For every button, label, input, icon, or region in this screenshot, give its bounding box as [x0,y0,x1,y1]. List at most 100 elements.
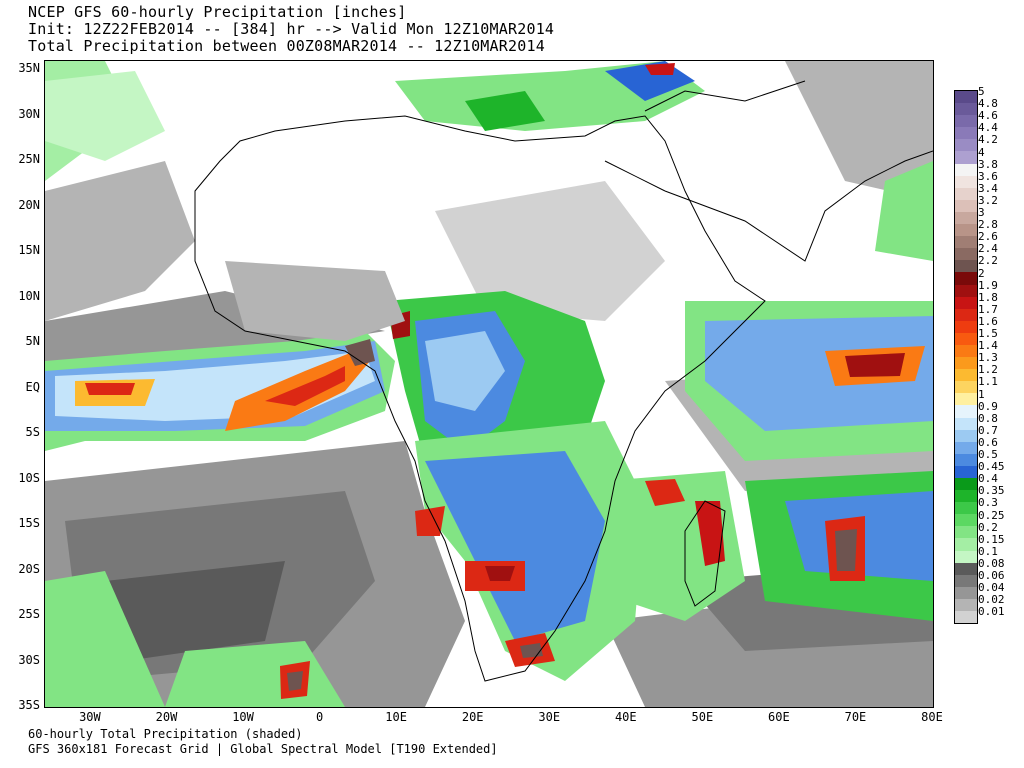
lat-tick-label: 35N [18,61,40,76]
lat-tick-label: 20N [18,197,40,212]
legend-level-label: 3 [978,206,985,219]
legend-level-label: 0.45 [978,460,1005,474]
lon-tick-label: 20W [155,710,178,724]
legend-swatch [955,320,977,333]
legend-swatch [955,260,977,273]
legend-level-label: 0.06 [978,569,1005,582]
lat-tick-label: 35S [18,698,40,712]
legend-swatch [955,357,977,370]
precipitation-map-canvas [45,61,933,707]
legend-swatch [955,538,977,551]
lat-tick-label: 25S [18,607,40,621]
lat-tick-label: 10N [18,288,40,303]
legend-level-label: 1.8 [978,290,998,304]
legend-level-label: 3.2 [978,193,998,207]
legend-swatch [955,381,977,394]
legend-swatch [955,236,977,249]
legend-swatch [955,550,977,563]
legend-swatch [955,598,977,612]
lon-tick-label: 70E [844,710,867,724]
legend-swatch [955,91,977,104]
legend-level-label: 2.8 [978,218,998,232]
legend-level-label: 0.3 [978,496,998,510]
coastlines [194,80,933,682]
lon-tick-label: 10E [385,710,407,724]
legend-level-label: 3.8 [978,157,998,171]
legend-level-label: 0.7 [978,423,998,437]
lon-tick-label: 40E [614,710,637,724]
legend-level-label: 0.04 [978,581,1005,595]
legend-level-label: 1 [978,387,985,401]
legend-swatch [955,127,977,140]
map-title: NCEP GFS 60-hourly Precipitation [inches… [28,3,407,21]
lon-tick-label: 30W [79,710,101,724]
legend-swatch [955,586,977,599]
legend-swatch [955,272,977,285]
legend-level-label: 0.02 [978,593,1005,607]
lon-tick-label: 30E [538,710,561,724]
legend-swatch [955,224,977,237]
accumulation-period-line: Total Precipitation between 00Z08MAR2014… [28,37,545,55]
legend-swatch [955,139,977,152]
legend-level-label: 4.8 [978,97,998,111]
legend-level-label: 0.15 [978,532,1005,546]
legend-level-label: 1.2 [978,363,998,377]
model-grid-description: GFS 360x181 Forecast Grid | Global Spect… [28,742,498,756]
legend-level-label: 1.7 [978,302,998,316]
shaded-field-description: 60-hourly Total Precipitation (shaded) [28,727,303,741]
precipitation-map [44,60,934,708]
legend-swatch [955,187,977,200]
legend-swatch [955,574,977,587]
legend-level-label: 0.25 [978,508,1005,522]
legend-swatch [955,248,977,261]
legend-level-label: 4 [978,145,985,159]
legend-swatch [955,175,977,188]
lat-tick-label: 5S [25,425,40,440]
legend-swatch [955,344,977,358]
legend-swatch [955,441,977,454]
precipitation-shading [45,61,933,707]
legend-level-label: 0.35 [978,484,1005,498]
legend-swatch [955,211,977,225]
legend-swatch [955,151,977,164]
legend-swatch [955,490,977,503]
legend-swatch [955,526,977,539]
legend-swatch [955,296,977,309]
lat-tick-label: EQ [25,379,40,394]
legend-swatch [955,332,977,345]
legend-swatch [955,562,977,575]
legend-swatch [955,369,977,382]
legend-colorbar [954,90,978,625]
lat-tick-label: 25N [18,152,40,167]
init-valid-line: Init: 12Z22FEB2014 -- [384] hr --> Valid… [28,20,555,38]
legend-swatch [955,163,977,176]
lon-tick-label: 0 [315,710,324,724]
legend-swatch [955,284,977,297]
legend-swatch [955,453,977,466]
legend-swatch [955,465,977,478]
legend-swatch [955,611,977,624]
legend-level-label: 1.5 [978,327,998,340]
legend-level-label: 1.1 [978,375,998,389]
legend-level-label: 3.6 [978,169,998,183]
legend-level-label: 1.9 [978,278,998,292]
legend-swatch [955,417,977,430]
lat-tick-label: 10S [18,470,40,485]
legend-level-label: 0.5 [978,448,998,461]
legend-level-label: 3.4 [978,181,998,195]
lat-tick-label: 5N [25,334,40,349]
legend-level-label: 2.6 [978,230,998,244]
lat-tick-label: 15S [18,516,40,531]
legend-swatch [955,502,977,515]
legend-level-label: 4.6 [978,109,998,123]
lon-tick-label: 80E [921,710,943,724]
legend-level-label: 2.2 [978,254,998,268]
legend-level-label: 0.6 [978,435,998,449]
legend-level-label: 1.3 [978,351,998,365]
legend-level-label: 0.8 [978,411,998,425]
legend-level-label: 2.4 [978,242,998,256]
lat-tick-label: 15N [18,243,40,258]
lat-tick-label: 30N [18,106,40,121]
lon-tick-label: 50E [691,710,714,724]
legend-level-label: 1.6 [978,314,998,328]
